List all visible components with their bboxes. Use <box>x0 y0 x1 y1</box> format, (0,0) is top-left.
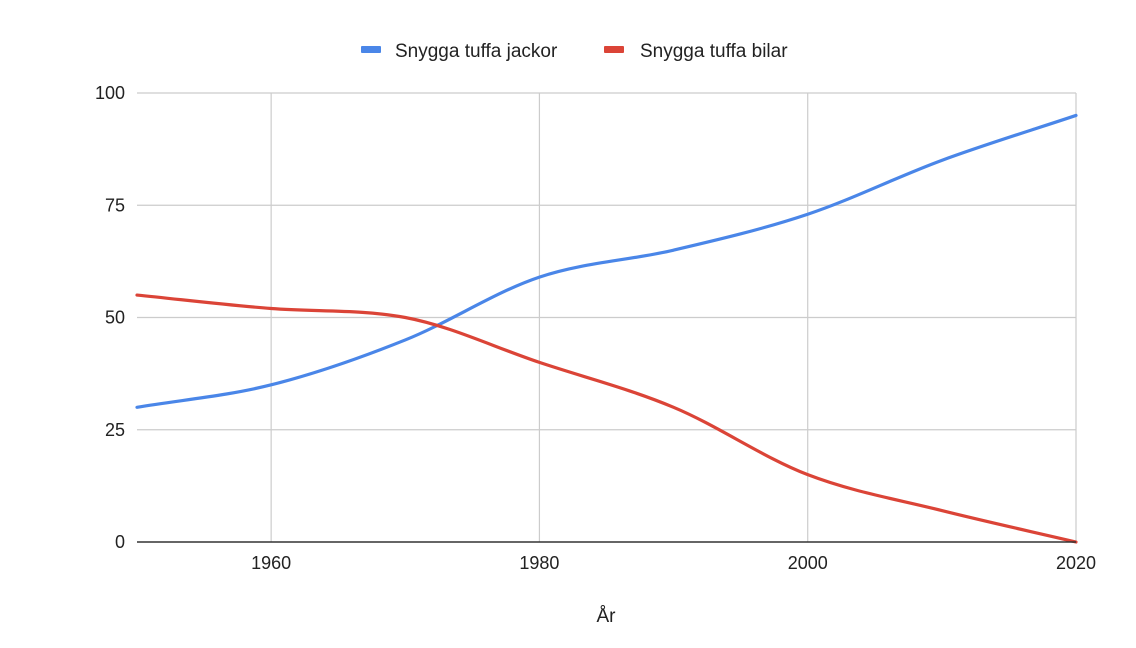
legend-label-1: Snygga tuffa jackor <box>395 41 558 62</box>
y-tick-label-100: 100 <box>95 83 125 103</box>
series-line-1 <box>135 113 1078 409</box>
y-tick-label-75: 75 <box>105 195 125 215</box>
x-tick-label-1960: 1960 <box>251 553 291 573</box>
y-tick-label-0: 0 <box>115 532 125 552</box>
legend-label-2: Snygga tuffa bilar <box>640 41 788 62</box>
x-tick-label-2020: 2020 <box>1056 553 1096 573</box>
series-lines <box>135 113 1078 544</box>
legend-swatch-2 <box>604 46 624 53</box>
legend: Snygga tuffa jackor Snygga tuffa bilar <box>361 41 788 62</box>
y-tick-label-50: 50 <box>105 308 125 328</box>
x-tick-label-2000: 2000 <box>788 553 828 573</box>
axes: 0 25 50 75 100 1960 1980 2000 2020 <box>95 83 1096 573</box>
y-tick-label-25: 25 <box>105 420 125 440</box>
grid <box>137 92 1077 542</box>
x-tick-label-1980: 1980 <box>519 553 559 573</box>
x-axis-title: År <box>597 606 617 627</box>
series-line-2 <box>135 293 1078 544</box>
legend-swatch-1 <box>361 46 381 53</box>
